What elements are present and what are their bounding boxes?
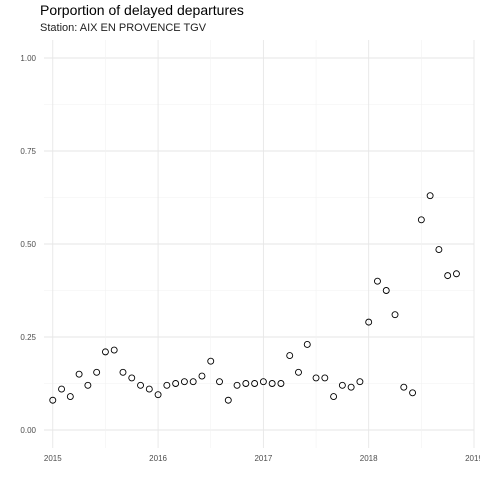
data-point bbox=[391, 311, 399, 319]
data-point bbox=[119, 368, 127, 376]
x-tick-label: 2017 bbox=[254, 454, 272, 463]
data-point bbox=[189, 378, 197, 386]
data-point bbox=[198, 372, 206, 380]
data-point bbox=[321, 374, 329, 382]
y-tick-label: 0.50 bbox=[20, 240, 36, 249]
data-point bbox=[338, 381, 346, 389]
y-axis-ticks: 0.00 0.25 0.50 0.75 1.00 bbox=[20, 54, 36, 435]
data-point bbox=[66, 393, 74, 400]
x-axis-ticks: 2015 2016 2017 2018 2019 bbox=[44, 454, 480, 463]
chart-title: Porportion of delayed departures bbox=[40, 2, 244, 18]
data-point bbox=[145, 385, 153, 393]
data-point bbox=[303, 340, 311, 348]
y-tick-label: 0.75 bbox=[20, 147, 36, 156]
data-point bbox=[128, 374, 136, 382]
data-point bbox=[435, 246, 443, 254]
data-point bbox=[374, 277, 381, 285]
data-point bbox=[58, 385, 66, 393]
chart-subtitle: Station: AIX EN PROVENCE TGV bbox=[40, 22, 207, 34]
data-point bbox=[251, 380, 259, 387]
y-tick-label: 0.25 bbox=[20, 333, 36, 342]
data-point bbox=[233, 381, 241, 389]
data-point bbox=[382, 287, 390, 294]
data-point bbox=[312, 374, 320, 382]
data-point bbox=[110, 346, 118, 354]
data-point bbox=[426, 192, 434, 200]
x-tick-label: 2019 bbox=[465, 454, 480, 463]
data-point bbox=[49, 396, 57, 404]
data-point bbox=[224, 396, 232, 404]
data-point bbox=[137, 381, 144, 389]
data-point bbox=[347, 383, 355, 391]
data-point bbox=[259, 378, 267, 386]
data-point bbox=[93, 368, 101, 376]
y-tick-label: 0.00 bbox=[20, 426, 36, 435]
data-point bbox=[277, 380, 285, 387]
grid-lines bbox=[44, 40, 475, 448]
data-point bbox=[268, 380, 276, 387]
data-point bbox=[444, 272, 452, 280]
data-point bbox=[365, 318, 373, 326]
data-point bbox=[417, 216, 425, 224]
x-tick-label: 2016 bbox=[149, 454, 167, 463]
data-point bbox=[356, 378, 364, 386]
data-point bbox=[75, 370, 83, 378]
x-tick-label: 2015 bbox=[44, 454, 62, 463]
y-tick-label: 1.00 bbox=[20, 54, 36, 63]
data-point bbox=[286, 352, 294, 360]
data-point bbox=[242, 380, 250, 387]
data-point bbox=[154, 391, 162, 399]
data-point bbox=[295, 368, 302, 376]
data-point bbox=[452, 270, 460, 278]
data-point bbox=[163, 381, 171, 389]
data-point bbox=[180, 378, 188, 386]
data-point bbox=[216, 378, 223, 386]
data-point bbox=[400, 383, 408, 391]
data-point bbox=[101, 348, 109, 356]
data-points bbox=[49, 192, 460, 404]
data-point bbox=[409, 389, 417, 397]
data-point bbox=[207, 357, 215, 365]
data-point bbox=[84, 381, 92, 389]
data-point bbox=[172, 380, 180, 387]
data-point bbox=[330, 393, 338, 400]
x-tick-label: 2018 bbox=[360, 454, 378, 463]
